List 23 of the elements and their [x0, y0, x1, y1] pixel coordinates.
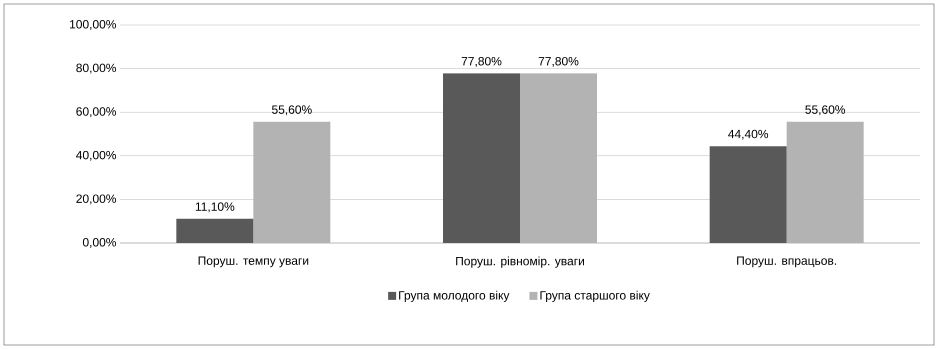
bar: [443, 73, 520, 243]
x-tick-label: Поруш. рівномір. уваги: [456, 256, 584, 268]
legend-label: Група молодого віку: [399, 290, 510, 302]
bar: [253, 122, 330, 243]
data-label: 55,60%: [272, 105, 312, 116]
bar: [176, 218, 254, 243]
legend-label: Група старшого віку: [540, 290, 650, 302]
y-tick-label: 0,00%: [82, 238, 116, 248]
bar: [786, 122, 864, 243]
bar: [520, 73, 598, 243]
data-label: 55,60%: [805, 105, 846, 116]
data-label: 44,40%: [728, 130, 768, 140]
bar: [710, 146, 787, 243]
y-tick-label: 60,00%: [76, 107, 116, 118]
data-label: 77,80%: [538, 56, 578, 67]
data-label: 11,10%: [196, 202, 234, 212]
data-label: 77,80%: [462, 56, 502, 67]
y-tick-label: 80,00%: [76, 64, 116, 74]
y-tick-label: 40,00%: [76, 150, 116, 161]
y-tick-label: 100,00%: [70, 20, 116, 30]
x-tick-label: Поруш. впрацьов.: [737, 256, 836, 268]
y-tick-label: 20,00%: [76, 194, 116, 204]
x-tick-label: Поруш. темпу уваги: [198, 256, 308, 268]
